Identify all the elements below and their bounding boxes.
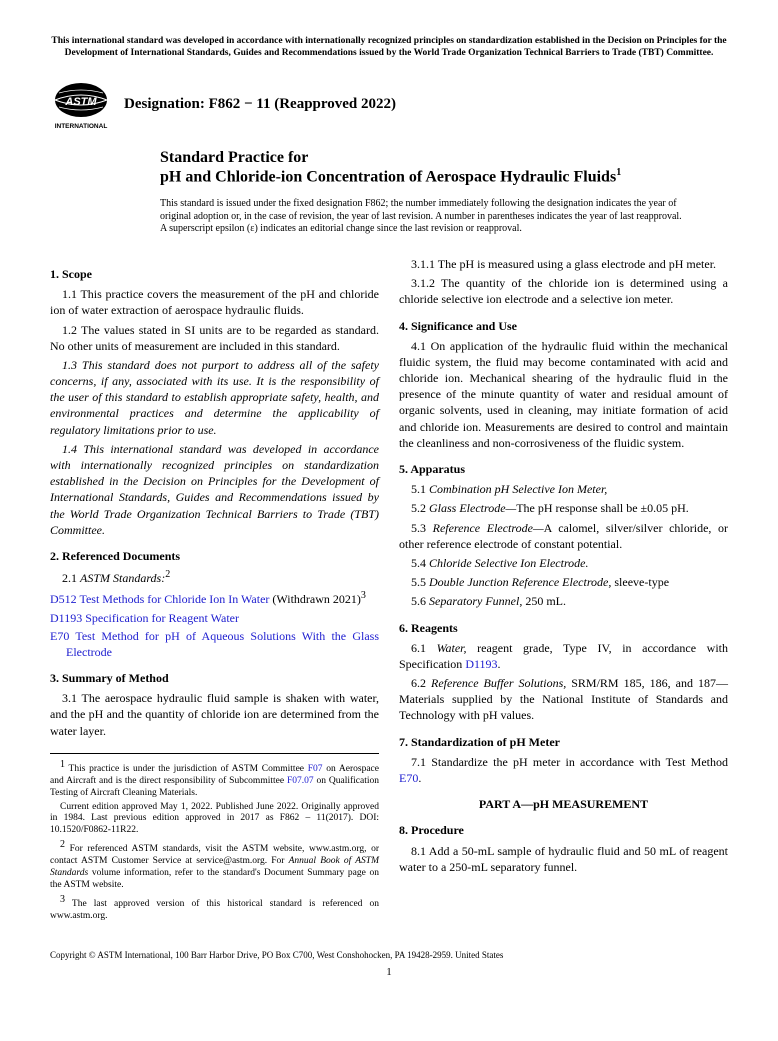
link-f07[interactable]: F07 [308, 764, 323, 774]
para-5-1: 5.1 Combination pH Selective Ion Meter, [399, 481, 728, 497]
para-8-1: 8.1 Add a 50-mL sample of hydraulic flui… [399, 843, 728, 875]
para-5-3: 5.3 Reference Electrode—A calomel, silve… [399, 520, 728, 552]
section-3-head: 3. Summary of Method [50, 670, 379, 686]
link-e70[interactable]: E70 [50, 629, 69, 643]
section-6-head: 6. Reagents [399, 620, 728, 636]
section-7-head: 7. Standardization of pH Meter [399, 734, 728, 750]
copyright: Copyright © ASTM International, 100 Barr… [50, 949, 728, 961]
para-5-4: 5.4 Chloride Selective Ion Electrode. [399, 555, 728, 571]
svg-text:INTERNATIONAL: INTERNATIONAL [55, 123, 108, 130]
para-3-1: 3.1 The aerospace hydraulic fluid sample… [50, 690, 379, 739]
para-6-1: 6.1 Water, reagent grade, Type IV, in ac… [399, 640, 728, 672]
ref-e70: E70 Test Method for pH of Aqueous Soluti… [50, 628, 379, 660]
footnotes: 1 This practice is under the jurisdictio… [50, 753, 379, 923]
link-e70-inline[interactable]: E70 [399, 771, 418, 785]
link-f0707[interactable]: F07.07 [287, 776, 314, 786]
para-5-6: 5.6 Separatory Funnel, 250 mL. [399, 593, 728, 609]
para-5-5: 5.5 Double Junction Reference Electrode,… [399, 574, 728, 590]
section-8-head: 8. Procedure [399, 822, 728, 838]
para-4-1: 4.1 On application of the hydraulic flui… [399, 338, 728, 451]
designation: Designation: F862 − 11 (Reapproved 2022) [124, 94, 396, 114]
para-5-2: 5.2 Glass Electrode—The pH response shal… [399, 500, 728, 516]
right-column: 3.1.1 The pH is measured using a glass e… [399, 256, 728, 925]
para-3-1-1: 3.1.1 The pH is measured using a glass e… [399, 256, 728, 272]
title-line2: pH and Chloride-ion Concentration of Aer… [160, 167, 728, 187]
title-block: Standard Practice for pH and Chloride-io… [160, 148, 728, 187]
para-1-1: 1.1 This practice covers the measurement… [50, 286, 379, 318]
link-d1193-inline[interactable]: D1193 [465, 657, 497, 671]
link-d512[interactable]: D512 [50, 592, 77, 606]
astm-logo: ASTM INTERNATIONAL [50, 78, 112, 130]
part-a-head: PART A—pH MEASUREMENT [399, 796, 728, 812]
svg-text:ASTM: ASTM [64, 96, 97, 108]
section-1-head: 1. Scope [50, 266, 379, 282]
body-columns: 1. Scope 1.1 This practice covers the me… [50, 256, 728, 925]
para-7-1: 7.1 Standardize the pH meter in accordan… [399, 754, 728, 786]
issued-note: This standard is issued under the fixed … [160, 198, 688, 236]
footnote-1b: Current edition approved May 1, 2022. Pu… [50, 802, 379, 838]
para-3-1-2: 3.1.2 The quantity of the chloride ion i… [399, 275, 728, 307]
footnote-3: 3 The last approved version of this hist… [50, 894, 379, 923]
header-row: ASTM INTERNATIONAL Designation: F862 − 1… [50, 78, 728, 130]
footnote-1: 1 This practice is under the jurisdictio… [50, 759, 379, 800]
para-1-2: 1.2 The values stated in SI units are to… [50, 322, 379, 354]
link-d1193[interactable]: D1193 [50, 611, 82, 625]
left-column: 1. Scope 1.1 This practice covers the me… [50, 256, 379, 925]
para-1-3: 1.3 This standard does not purport to ad… [50, 357, 379, 438]
section-5-head: 5. Apparatus [399, 461, 728, 477]
section-4-head: 4. Significance and Use [399, 318, 728, 334]
para-2-1: 2.1 ASTM Standards:2 [50, 568, 379, 586]
para-6-2: 6.2 Reference Buffer Solutions, SRM/RM 1… [399, 675, 728, 724]
ref-d512: D512 Test Methods for Chloride Ion In Wa… [50, 589, 379, 607]
page-number: 1 [50, 965, 728, 980]
para-1-4: 1.4 This international standard was deve… [50, 441, 379, 538]
top-disclaimer: This international standard was develope… [50, 36, 728, 60]
ref-d1193: D1193 Specification for Reagent Water [50, 610, 379, 626]
section-2-head: 2. Referenced Documents [50, 548, 379, 564]
footnote-2: 2 For referenced ASTM standards, visit t… [50, 839, 379, 892]
title-line1: Standard Practice for [160, 148, 728, 167]
